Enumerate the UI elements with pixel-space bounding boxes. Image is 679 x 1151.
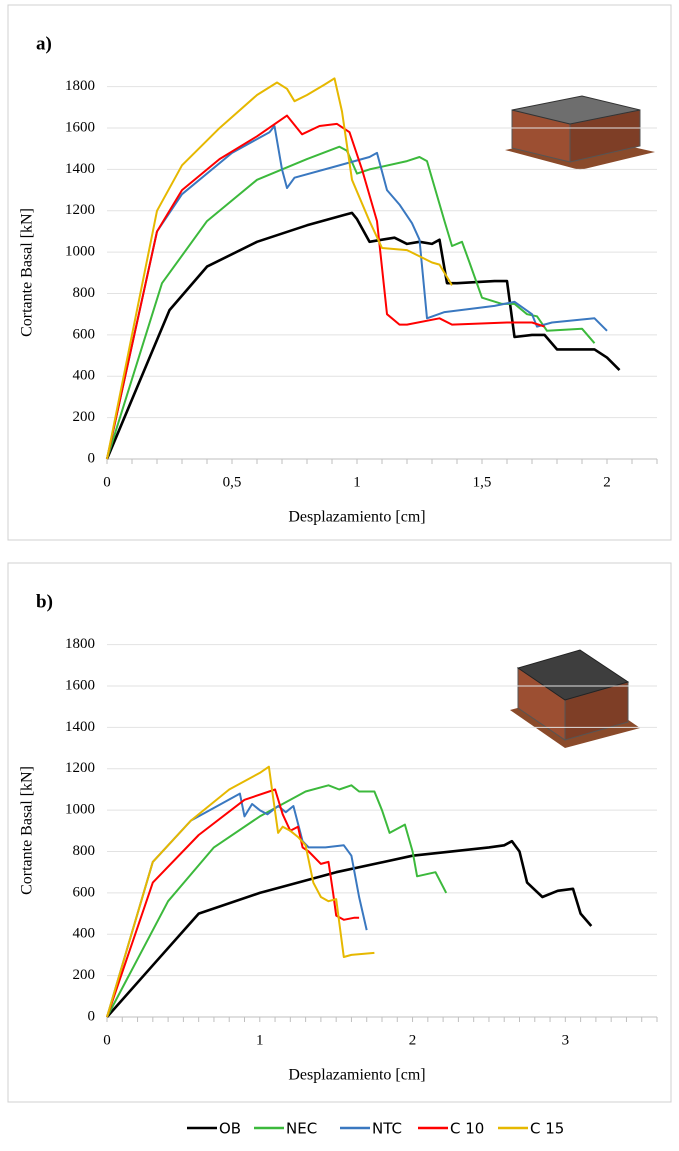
- y-tick-label: 1600: [65, 119, 95, 135]
- y-tick-label: 200: [73, 409, 96, 425]
- y-tick-label: 1400: [65, 161, 95, 177]
- legend-label: NTC: [372, 1120, 402, 1138]
- x-tick-label: 1,5: [473, 474, 492, 490]
- legend-label: C 15: [530, 1120, 564, 1138]
- y-tick-label: 1400: [65, 719, 95, 735]
- y-tick-label: 1200: [65, 760, 95, 776]
- y-axis-title: Cortante Basal [kN]: [19, 766, 36, 895]
- y-tick-label: 600: [73, 326, 96, 342]
- x-tick-label: 2: [409, 1032, 417, 1048]
- y-tick-label: 400: [73, 926, 96, 942]
- legend-label: C 10: [450, 1120, 484, 1138]
- legend-label: NEC: [286, 1120, 317, 1138]
- legend-label: OB: [219, 1120, 241, 1138]
- y-tick-label: 0: [88, 450, 96, 466]
- y-tick-label: 600: [73, 884, 96, 900]
- x-tick-label: 0: [103, 1032, 111, 1048]
- x-axis-title: Desplazamiento [cm]: [288, 509, 425, 526]
- y-tick-label: 1800: [65, 78, 95, 94]
- y-tick-label: 400: [73, 368, 96, 384]
- y-tick-label: 800: [73, 843, 96, 859]
- x-tick-label: 3: [562, 1032, 570, 1048]
- y-axis-title: Cortante Basal [kN]: [19, 208, 36, 337]
- x-tick-label: 1: [353, 474, 361, 490]
- panel-label: b): [36, 591, 53, 612]
- y-tick-label: 1800: [65, 636, 95, 652]
- x-tick-label: 2: [603, 474, 611, 490]
- panel-label: a): [36, 33, 52, 54]
- x-tick-label: 0,5: [223, 474, 242, 490]
- x-axis-title: Desplazamiento [cm]: [288, 1067, 425, 1084]
- y-tick-label: 0: [88, 1008, 96, 1024]
- x-tick-label: 1: [256, 1032, 264, 1048]
- y-tick-label: 200: [73, 967, 96, 983]
- y-tick-label: 800: [73, 285, 96, 301]
- y-tick-label: 1600: [65, 677, 95, 693]
- page: {"chart_data": [ {"type": "line", "label…: [0, 0, 679, 1151]
- y-tick-label: 1000: [65, 244, 95, 260]
- y-tick-label: 1200: [65, 202, 95, 218]
- y-tick-label: 1000: [65, 802, 95, 818]
- x-tick-label: 0: [103, 474, 111, 490]
- chart: a)02004006008001000120014001600180000,51…: [0, 0, 679, 1151]
